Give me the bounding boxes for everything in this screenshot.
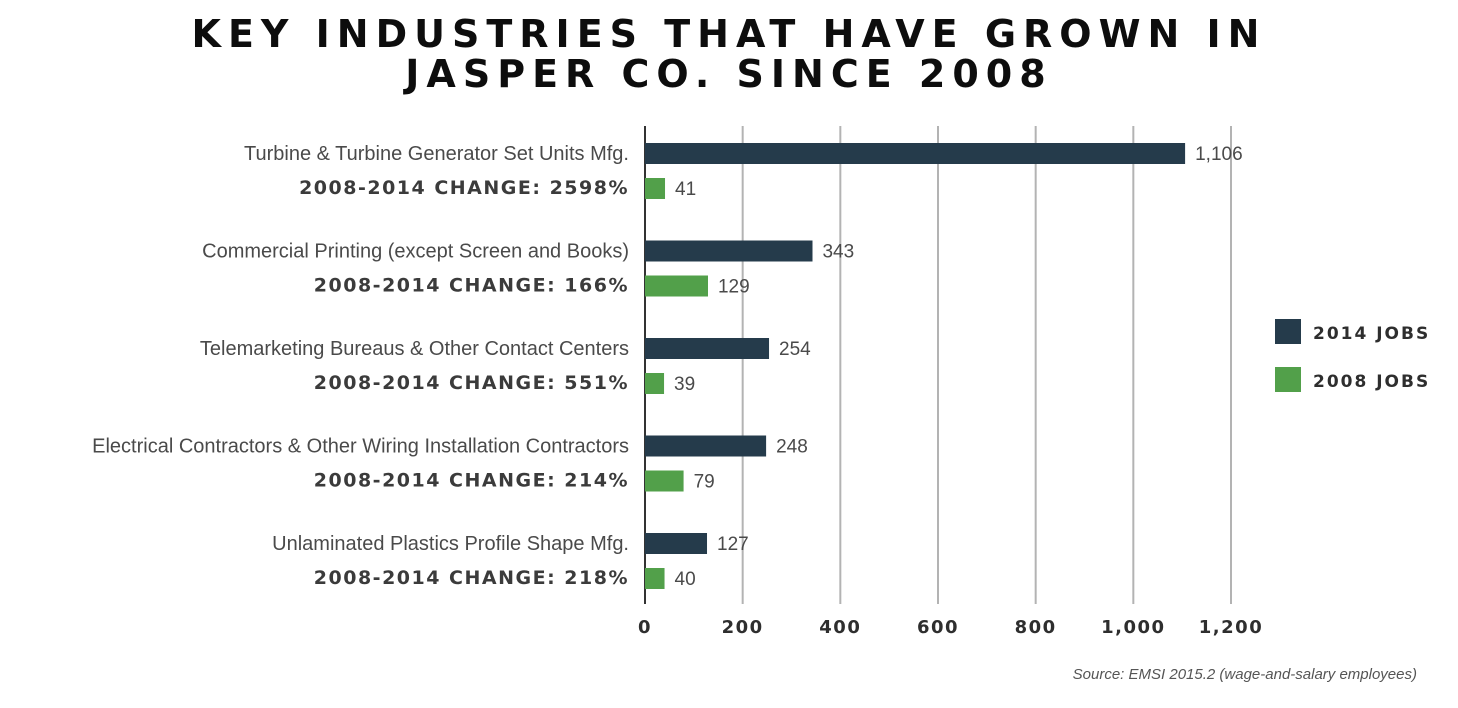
category-label: Electrical Contractors & Other Wiring In… [92,436,629,458]
legend: 2014 JOBS 2008 JOBS [1275,319,1430,392]
change-label: 2008-2014 CHANGE: 551% [314,372,629,394]
gridlines [644,126,1232,604]
bar-2008 [645,373,665,394]
value-label: 41 [675,179,696,200]
value-label: 254 [779,339,811,360]
change-label: 2008-2014 CHANGE: 218% [314,567,629,589]
legend-swatch [1275,319,1301,344]
value-label: 39 [674,374,695,395]
source-note: Source: EMSI 2015.2 (wage-and-salary emp… [1072,666,1417,683]
legend-swatch [1275,367,1301,392]
x-tick-label: 400 [819,617,861,638]
bar-2014 [645,338,770,359]
chart-title-line-1: KEY INDUSTRIES THAT HAVE GROWN IN [191,12,1267,56]
x-tick-label: 800 [1015,617,1057,638]
x-tick-label: 600 [917,617,959,638]
category-label: Turbine & Turbine Generator Set Units Mf… [244,143,629,165]
value-label: 40 [675,569,696,590]
category-label: Telemarketing Bureaus & Other Contact Ce… [200,338,629,360]
change-label: 2008-2014 CHANGE: 214% [314,470,629,492]
bars: 1,106 41 343 129 254 39 248 79 127 40 [645,143,1243,590]
bar-2014 [645,143,1186,164]
legend-label: 2014 JOBS [1313,324,1430,344]
bar-2014 [645,240,813,262]
value-label: 343 [822,242,854,263]
category-labels: Turbine & Turbine Generator Set Units Mf… [92,143,629,589]
value-label: 79 [694,472,715,493]
chart-title: KEY INDUSTRIES THAT HAVE GROWN IN JASPER… [0,14,1458,94]
bar-2008 [645,568,665,589]
x-tick-label: 0 [638,617,652,638]
category-label: Unlaminated Plastics Profile Shape Mfg. [272,533,629,555]
legend-label: 2008 JOBS [1313,372,1430,392]
bar-2008 [645,178,666,199]
change-label: 2008-2014 CHANGE: 2598% [299,177,629,199]
x-tick-label: 1,200 [1199,617,1263,638]
chart-title-line-2: JASPER CO. SINCE 2008 [405,52,1053,96]
bar-2014 [645,435,767,457]
value-label: 127 [717,534,749,555]
x-tick-label: 1,000 [1101,617,1165,638]
x-axis-ticks: 0 200 400 600 800 1,000 1,200 [638,617,1263,638]
value-label: 1,106 [1195,144,1243,165]
bar-2008 [645,275,708,297]
bar-2014 [645,533,708,554]
value-label: 248 [776,437,808,458]
x-tick-label: 200 [722,617,764,638]
category-label: Commercial Printing (except Screen and B… [202,241,629,263]
value-label: 129 [718,277,750,298]
bar-2008 [645,470,684,492]
change-label: 2008-2014 CHANGE: 166% [314,275,629,297]
